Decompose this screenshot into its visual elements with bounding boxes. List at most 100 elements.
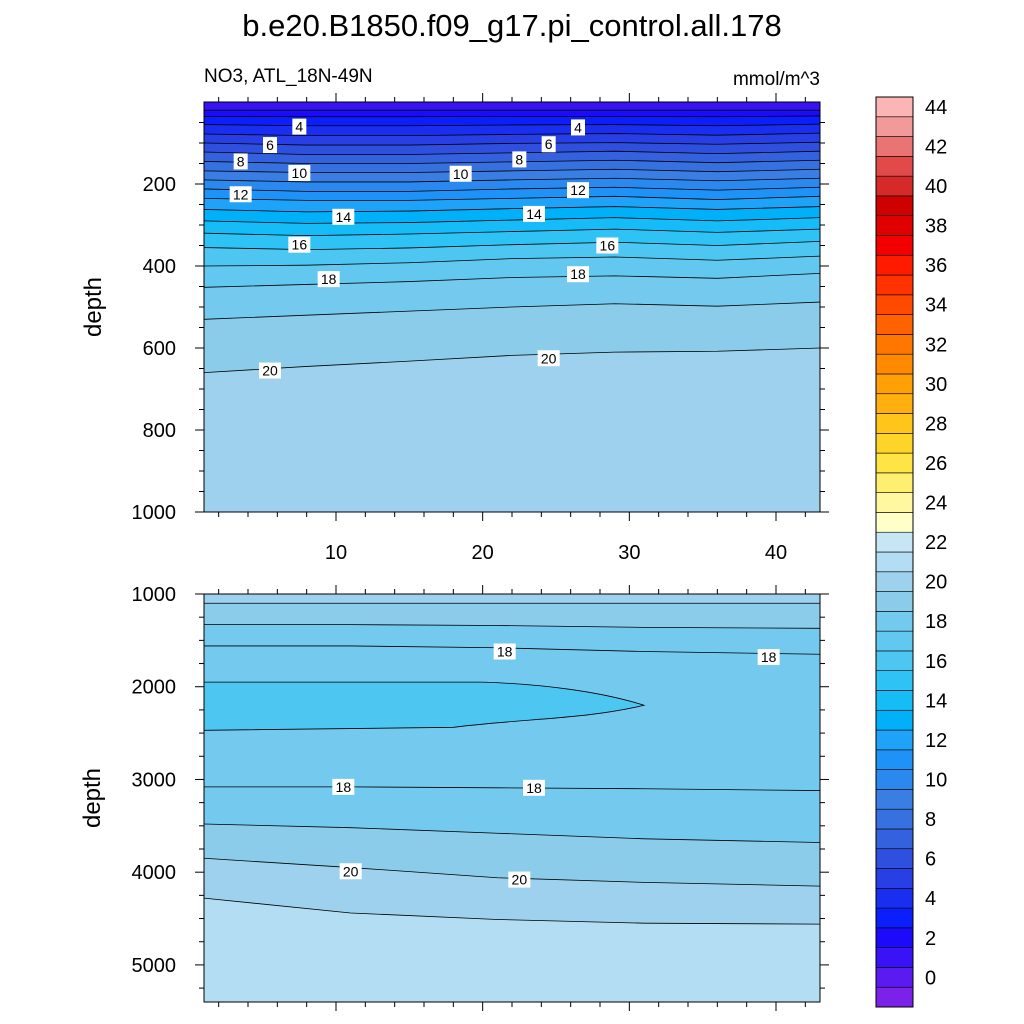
colorbar-swatch <box>875 531 914 553</box>
contour-label: 18 <box>567 266 589 283</box>
colorbar: 0246810121416182022242628303234363840424… <box>875 96 947 1008</box>
colorbar-swatch <box>875 413 914 434</box>
colorbar-swatch <box>875 868 914 889</box>
y-tick-label: 400 <box>143 256 176 278</box>
contour-label: 20 <box>508 871 531 888</box>
contour-label: 12 <box>567 182 589 199</box>
colorbar-swatch <box>875 986 914 1008</box>
contour-line-7 <box>204 150 820 155</box>
colorbar-label: 4 <box>925 888 936 910</box>
contour-label-text: 14 <box>336 209 352 225</box>
colorbar-label: 38 <box>925 216 947 238</box>
contour-line-4 <box>204 123 820 127</box>
upper-fill-band <box>204 348 820 512</box>
contour-line-10 <box>204 177 820 183</box>
colorbar-swatch <box>875 789 914 810</box>
colorbar-swatch <box>875 630 914 652</box>
contour-label-text: 10 <box>292 165 308 181</box>
contour-label: 20 <box>259 362 281 379</box>
contour-label: 14 <box>523 205 545 222</box>
y-tick-label: 800 <box>143 420 176 442</box>
x-tick-label: 20 <box>472 542 494 564</box>
contour-label-text: 16 <box>600 238 616 254</box>
colorbar-label: 2 <box>925 928 936 950</box>
colorbar-swatch <box>875 254 914 276</box>
colorbar-swatch <box>875 551 914 573</box>
y-tick-label: 1000 <box>132 584 177 606</box>
colorbar-swatch <box>875 373 914 395</box>
colorbar-label: 26 <box>925 453 947 475</box>
colorbar-swatch <box>875 156 914 177</box>
variable-region-subtitle: NO3, ATL_18N-49N <box>204 66 373 87</box>
contour-line-17 <box>204 681 646 731</box>
upper-contour-panel: 4 4 6 6 8 8 10 10 12 12 14 14 16 16 18 18 20 20 10 20 30 40 20… <box>80 93 829 564</box>
contour-label-text: 12 <box>570 182 586 198</box>
y-axis-label: depth <box>79 768 106 828</box>
contour-label-text: 20 <box>262 363 278 379</box>
y-tick-label: 200 <box>143 174 176 196</box>
x-tick-label: 30 <box>618 542 640 564</box>
contour-label: 18 <box>757 649 780 666</box>
colorbar-swatch <box>875 947 914 968</box>
contour-label-text: 18 <box>761 649 777 665</box>
colorbar-label: 0 <box>925 967 936 989</box>
colorbar-label: 6 <box>925 849 936 871</box>
contour-line-19 <box>204 823 820 843</box>
colorbar-label: 30 <box>925 374 947 396</box>
contour-line-8 <box>204 159 820 164</box>
contour-label: 20 <box>537 350 560 367</box>
contour-label-text: 18 <box>321 271 337 287</box>
contour-label: 16 <box>596 237 619 254</box>
contour-label: 18 <box>332 778 355 795</box>
contour-line-13 <box>204 206 820 213</box>
colorbar-swatch <box>875 314 914 335</box>
colorbar-label: 20 <box>925 572 947 594</box>
colorbar-swatch <box>875 116 914 137</box>
colorbar-swatch <box>875 294 914 315</box>
colorbar-swatch <box>875 96 914 118</box>
contour-label-text: 20 <box>343 863 359 879</box>
colorbar-swatch <box>875 195 914 216</box>
colorbar-label: 12 <box>925 730 947 752</box>
contour-line-19 <box>204 624 820 629</box>
y-tick-label: 4000 <box>132 862 177 884</box>
contour-label-text: 18 <box>336 779 352 795</box>
y-tick-label: 2000 <box>132 677 177 699</box>
colorbar-label: 42 <box>925 136 947 158</box>
contour-label: 14 <box>332 208 355 225</box>
contour-label: 6 <box>541 136 556 153</box>
contour-line-19 <box>204 301 820 320</box>
contour-label-text: 6 <box>545 136 553 152</box>
contour-line-12 <box>204 195 820 201</box>
contour-line-18 <box>204 786 820 791</box>
y-tick-label: 5000 <box>132 955 177 977</box>
contour-label: 10 <box>288 164 311 181</box>
contour-label: 20 <box>339 863 362 880</box>
colorbar-label: 34 <box>925 295 947 317</box>
contour-label-text: 14 <box>526 206 542 222</box>
contour-label-text: 12 <box>233 186 249 202</box>
contour-line-17 <box>204 255 820 267</box>
colorbar-swatch <box>875 215 914 236</box>
contour-line-15 <box>204 228 820 237</box>
contour-line-3 <box>204 115 820 118</box>
contour-label-text: 18 <box>570 266 586 282</box>
colorbar-swatch <box>875 492 914 513</box>
contour-label-text: 4 <box>295 119 303 135</box>
contour-line-18 <box>204 272 820 288</box>
contour-label: 18 <box>523 779 545 796</box>
units-subtitle: mmol/m^3 <box>733 69 820 90</box>
x-tick-label: 10 <box>325 542 347 564</box>
contour-label: 4 <box>292 118 307 135</box>
contour-line-6 <box>204 141 820 146</box>
colorbar-swatch <box>875 828 914 850</box>
contour-label-text: 8 <box>515 151 523 167</box>
y-tick-label: 1000 <box>132 502 177 524</box>
contour-label: 16 <box>288 236 311 253</box>
colorbar-swatch <box>875 591 914 612</box>
colorbar-swatch <box>875 393 914 414</box>
contour-label-text: 18 <box>526 780 542 796</box>
colorbar-swatch <box>875 175 914 197</box>
colorbar-swatch <box>875 670 914 691</box>
colorbar-label: 40 <box>925 176 947 198</box>
